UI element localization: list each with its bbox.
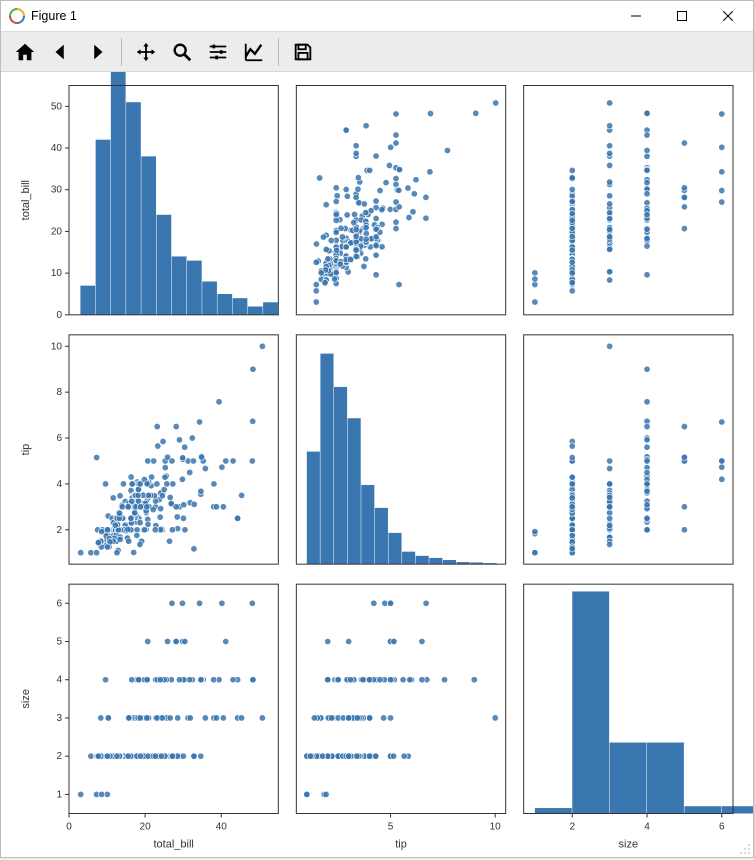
svg-text:20: 20 — [51, 226, 63, 237]
svg-text:5: 5 — [56, 637, 62, 648]
svg-text:1: 1 — [56, 789, 62, 800]
forward-button[interactable] — [79, 34, 115, 70]
window-title: Figure 1 — [31, 9, 613, 23]
save-button[interactable] — [285, 34, 321, 70]
svg-text:size: size — [619, 839, 639, 851]
pan-button[interactable] — [128, 34, 164, 70]
svg-text:40: 40 — [51, 143, 63, 154]
toolbar-separator — [121, 38, 122, 66]
close-button[interactable] — [705, 1, 751, 31]
svg-text:40: 40 — [216, 822, 228, 833]
svg-text:2: 2 — [569, 822, 575, 833]
titlebar: Figure 1 — [1, 1, 753, 32]
svg-text:4: 4 — [56, 675, 62, 686]
svg-text:0: 0 — [66, 822, 72, 833]
svg-text:2: 2 — [56, 525, 62, 536]
svg-text:total_bill: total_bill — [153, 839, 193, 851]
svg-text:10: 10 — [51, 341, 63, 352]
svg-text:5: 5 — [388, 822, 394, 833]
home-button[interactable] — [7, 34, 43, 70]
figure-window: Figure 1 01020304050t — [0, 0, 754, 858]
app-logo-icon — [9, 8, 25, 24]
svg-text:2: 2 — [56, 751, 62, 762]
svg-text:size: size — [20, 689, 32, 709]
svg-text:tip: tip — [395, 839, 407, 851]
figure-canvas[interactable]: 0 10 20 30 40 50 total_bill 2 4 6 8 10 tip 1 2 3 4 5 6 0 20 4… — [1, 72, 753, 857]
minimize-button[interactable] — [613, 1, 659, 31]
toolbar-separator — [278, 38, 279, 66]
svg-text:30: 30 — [51, 185, 63, 196]
edit-axis-button[interactable] — [236, 34, 272, 70]
svg-text:20: 20 — [140, 822, 152, 833]
resize-grip-icon[interactable] — [737, 841, 751, 855]
svg-text:8: 8 — [56, 387, 62, 398]
configure-subplots-button[interactable] — [200, 34, 236, 70]
svg-text:10: 10 — [51, 268, 63, 279]
toolbar — [1, 32, 753, 72]
zoom-button[interactable] — [164, 34, 200, 70]
back-button[interactable] — [43, 34, 79, 70]
svg-text:10: 10 — [490, 822, 502, 833]
svg-text:6: 6 — [56, 598, 62, 609]
svg-text:tip: tip — [20, 444, 32, 456]
svg-text:4: 4 — [644, 822, 650, 833]
svg-text:50: 50 — [51, 101, 63, 112]
svg-text:4: 4 — [56, 479, 62, 490]
maximize-button[interactable] — [659, 1, 705, 31]
svg-text:3: 3 — [56, 713, 62, 724]
svg-text:total_bill: total_bill — [20, 180, 32, 220]
svg-text:0: 0 — [56, 310, 62, 321]
svg-text:6: 6 — [56, 433, 62, 444]
svg-text:6: 6 — [719, 822, 725, 833]
